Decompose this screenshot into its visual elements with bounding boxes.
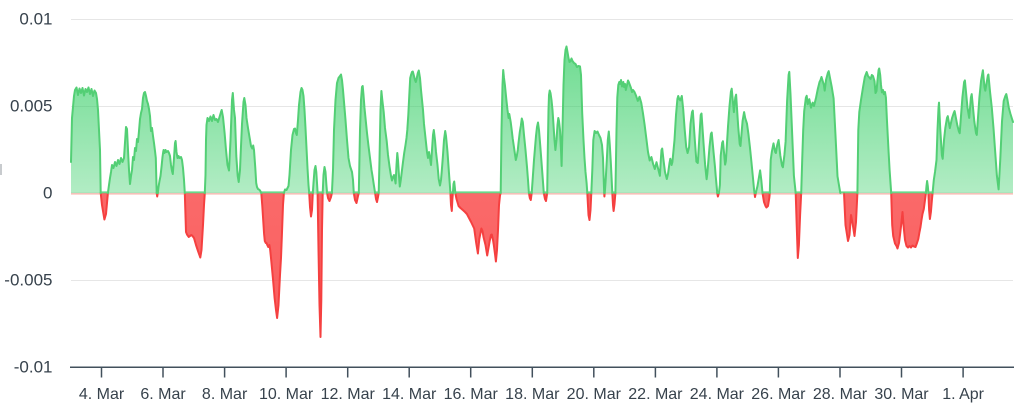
svg-text:28. Mar: 28. Mar — [813, 386, 868, 403]
svg-text:12. Mar: 12. Mar — [321, 386, 376, 403]
svg-text:22. Mar: 22. Mar — [628, 386, 683, 403]
svg-text:0: 0 — [43, 184, 52, 203]
svg-text:24. Mar: 24. Mar — [690, 386, 745, 403]
svg-text:20. Mar: 20. Mar — [567, 386, 622, 403]
svg-text:10. Mar: 10. Mar — [259, 386, 314, 403]
svg-text:6. Mar: 6. Mar — [140, 386, 186, 403]
svg-text:8. Mar: 8. Mar — [202, 386, 248, 403]
svg-text:16. Mar: 16. Mar — [444, 386, 499, 403]
svg-text:-0.005: -0.005 — [4, 271, 52, 290]
svg-text:0.005: 0.005 — [10, 97, 53, 116]
svg-text:0.01: 0.01 — [19, 10, 52, 29]
svg-text:-0.01: -0.01 — [14, 358, 53, 377]
svg-text:1. Apr: 1. Apr — [942, 386, 984, 403]
svg-text:4. Mar: 4. Mar — [79, 386, 125, 403]
svg-text:14. Mar: 14. Mar — [382, 386, 437, 403]
svg-text:26. Mar: 26. Mar — [751, 386, 806, 403]
svg-text:30. Mar: 30. Mar — [874, 386, 929, 403]
svg-text:18. Mar: 18. Mar — [505, 386, 560, 403]
